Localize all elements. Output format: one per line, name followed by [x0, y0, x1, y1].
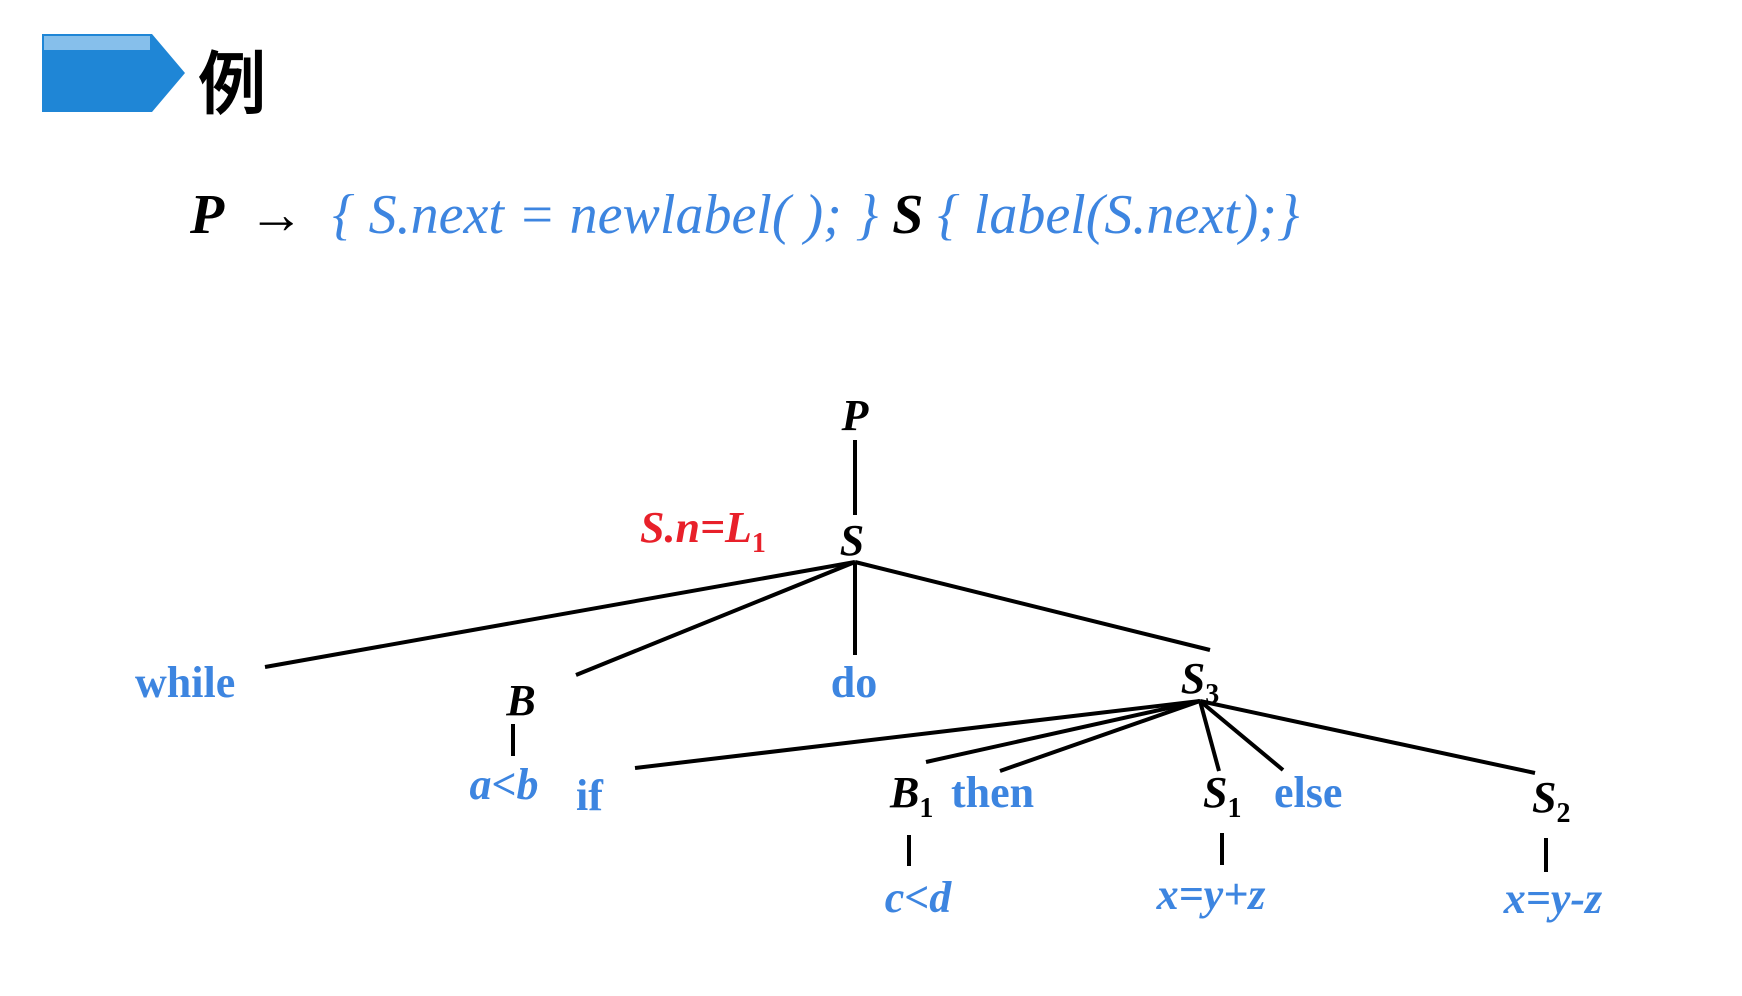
node-do: do — [831, 658, 877, 707]
edge-s-while — [264, 560, 856, 669]
edge-s3-s1 — [1198, 700, 1221, 772]
s1-sub: 1 — [1227, 793, 1241, 824]
node-b1-child: c<d — [885, 873, 953, 922]
node-p: P — [841, 391, 870, 440]
edge-s3-if — [634, 699, 1201, 770]
annotation-snext: S.n=L1 — [640, 503, 766, 559]
node-s2: S2 — [1532, 773, 1570, 829]
edge-s-b — [575, 560, 856, 677]
tree-nodes: P S S.n=L1 while B a<b do S3 if B1 then … — [135, 391, 1602, 923]
edge-s3-then — [999, 699, 1201, 773]
banner-arrow-shape — [42, 34, 185, 112]
node-b-child: a<b — [469, 760, 538, 809]
node-then: then — [951, 768, 1034, 817]
s2-sub: 2 — [1556, 798, 1570, 829]
node-if: if — [576, 771, 604, 820]
s2-base: S — [1532, 773, 1556, 822]
title-banner: 例 — [42, 34, 266, 125]
node-s: S — [840, 516, 864, 565]
tree-edges — [264, 440, 1548, 872]
rule-action-label: { label(S.next);} — [937, 184, 1299, 246]
node-b: B — [505, 676, 535, 725]
rule-arrow-icon: → — [248, 184, 304, 246]
edge-s-s3 — [854, 560, 1211, 652]
s3-sub: 3 — [1205, 679, 1219, 710]
page-title: 例 — [198, 46, 266, 125]
production-rule: P → { S.next = newlabel( ); } S { label(… — [189, 184, 1299, 246]
rule-lhs: P — [189, 184, 225, 246]
node-s1-child: x=y+z — [1156, 870, 1266, 919]
edge-s3-s2 — [1199, 699, 1536, 775]
node-s2-child: x=y-z — [1503, 874, 1602, 923]
node-else: else — [1274, 768, 1342, 817]
node-while: while — [135, 658, 235, 707]
b1-sub: 1 — [919, 793, 933, 824]
node-s3: S3 — [1181, 654, 1219, 710]
s3-base: S — [1181, 654, 1205, 703]
s1-base: S — [1203, 768, 1227, 817]
rule-action-newlabel: { S.next = newlabel( ); } — [332, 184, 878, 246]
rule-nonterminal-s: S — [892, 184, 923, 246]
annotation-base: S.n=L — [640, 503, 752, 552]
b1-base: B — [889, 768, 919, 817]
node-s1: S1 — [1203, 768, 1241, 824]
annotation-sub: 1 — [752, 528, 766, 559]
edge-s3-b1 — [925, 699, 1201, 764]
node-b1: B1 — [889, 768, 933, 824]
edge-s3-else — [1198, 699, 1285, 772]
banner-pattern — [44, 36, 150, 50]
